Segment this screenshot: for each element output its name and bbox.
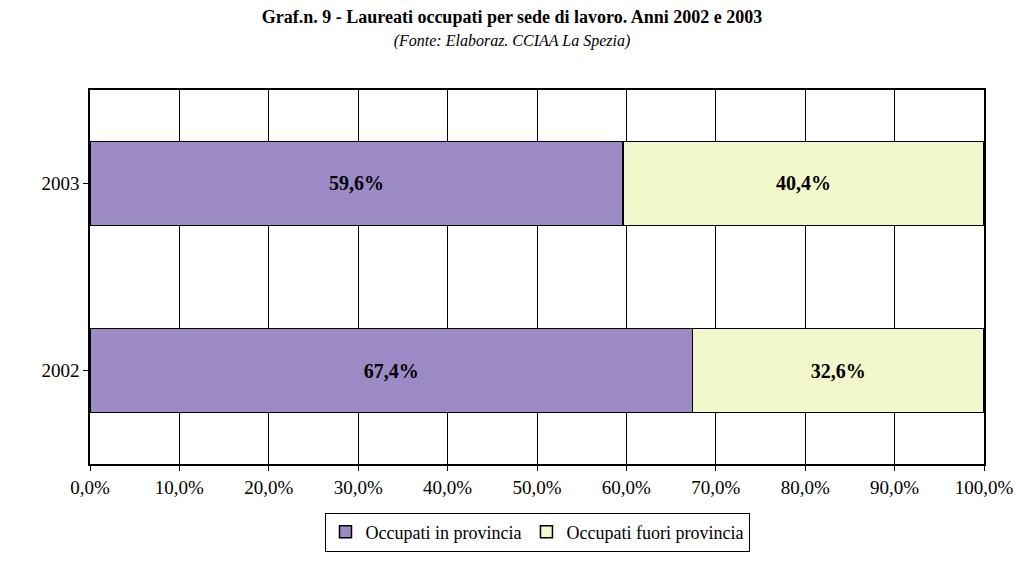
svg-text:2003: 2003 [41, 173, 79, 194]
svg-text:50,0%: 50,0% [512, 477, 561, 498]
svg-text:90,0%: 90,0% [870, 477, 919, 498]
svg-text:0,0%: 0,0% [70, 477, 110, 498]
svg-text:70,0%: 70,0% [691, 477, 740, 498]
svg-text:30,0%: 30,0% [334, 477, 383, 498]
svg-text:Occupati in provincia: Occupati in provincia [366, 523, 522, 543]
svg-text:60,0%: 60,0% [602, 477, 651, 498]
svg-text:80,0%: 80,0% [781, 477, 830, 498]
svg-text:Graf.n. 9 - Laureati occupati: Graf.n. 9 - Laureati occupati per sede d… [262, 7, 763, 50]
svg-text:10,0%: 10,0% [155, 477, 204, 498]
svg-text:100,0%: 100,0% [955, 477, 1014, 498]
svg-text:2002: 2002 [41, 360, 79, 381]
svg-text:Occupati fuori provincia: Occupati fuori provincia [566, 523, 743, 543]
svg-text:32,6%: 32,6% [811, 360, 866, 382]
svg-text:40,0%: 40,0% [423, 477, 472, 498]
svg-text:67,4%: 67,4% [364, 360, 419, 382]
svg-text:59,6%: 59,6% [329, 172, 384, 194]
svg-text:20,0%: 20,0% [244, 477, 293, 498]
svg-text:40,4%: 40,4% [776, 172, 831, 194]
